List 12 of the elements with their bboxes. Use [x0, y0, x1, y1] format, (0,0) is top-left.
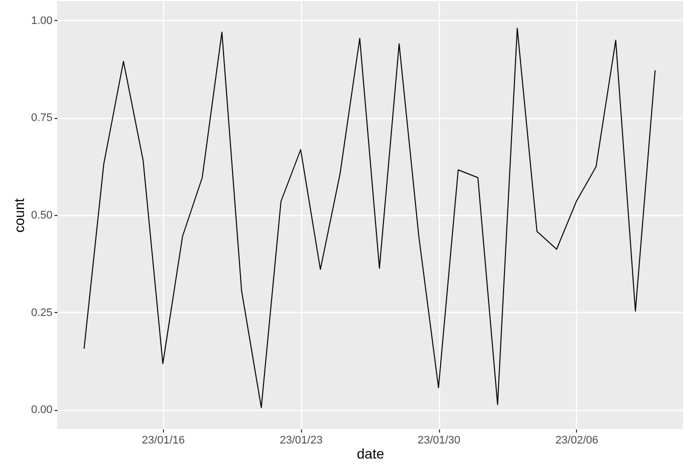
y-tick-label: 0.50	[31, 210, 52, 222]
x-tick-label: 23/02/06	[555, 434, 598, 446]
x-tick-label: 23/01/16	[142, 434, 185, 446]
y-tick-label: 0.00	[31, 404, 52, 416]
x-axis-title: date	[356, 446, 384, 462]
y-tick-label: 1.00	[31, 14, 52, 27]
y-axis-title: count	[11, 198, 28, 233]
line-series	[84, 28, 656, 408]
x-tick-label: 23/01/23	[280, 434, 323, 446]
y-tick-label: 0.75	[31, 112, 52, 124]
y-tick-label: 0.25	[31, 306, 52, 319]
x-tick-label: 23/01/30	[418, 434, 460, 446]
